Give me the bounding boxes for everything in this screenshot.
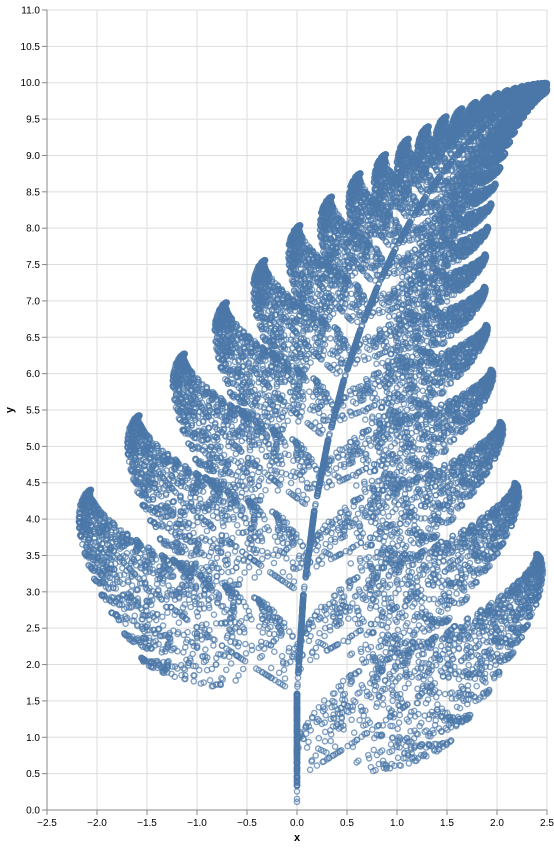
data-point bbox=[243, 651, 248, 656]
data-point bbox=[233, 508, 238, 513]
data-point bbox=[355, 319, 360, 324]
data-point bbox=[271, 560, 276, 565]
data-point bbox=[176, 620, 181, 625]
data-point bbox=[166, 583, 171, 588]
data-point bbox=[244, 521, 249, 526]
data-point bbox=[355, 511, 360, 516]
data-point bbox=[204, 528, 209, 533]
data-point bbox=[282, 676, 287, 681]
data-point bbox=[260, 556, 265, 561]
